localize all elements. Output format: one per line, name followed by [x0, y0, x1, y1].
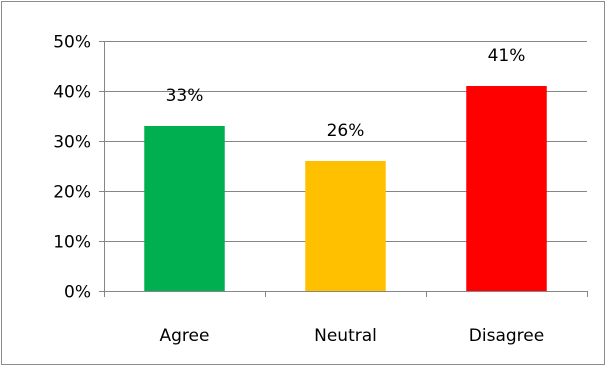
- bar-agree: [144, 126, 225, 291]
- y-tick-label: 20%: [53, 183, 91, 203]
- data-labels: 33% 26% 41%: [166, 46, 526, 141]
- y-tick-label: 40%: [53, 83, 91, 103]
- x-axis-tick-labels: Agree Neutral Disagree: [160, 326, 545, 346]
- y-tick-label: 0%: [64, 283, 91, 303]
- data-label-neutral: 26%: [327, 121, 365, 141]
- y-tick-label: 50%: [53, 33, 91, 53]
- bar-neutral: [305, 161, 386, 291]
- x-tick-label-disagree: Disagree: [469, 326, 544, 346]
- y-tick-label: 30%: [53, 133, 91, 153]
- x-tick-label-neutral: Neutral: [314, 326, 377, 346]
- y-axis-tick-labels: 0% 10% 20% 30% 40% 50%: [53, 33, 91, 303]
- data-label-agree: 33%: [166, 86, 204, 106]
- bars: [144, 86, 547, 291]
- y-tick-label: 10%: [53, 233, 91, 253]
- bar-disagree: [466, 86, 547, 291]
- data-label-disagree: 41%: [488, 46, 526, 66]
- x-tick-label-agree: Agree: [160, 326, 210, 346]
- axes: [99, 41, 588, 297]
